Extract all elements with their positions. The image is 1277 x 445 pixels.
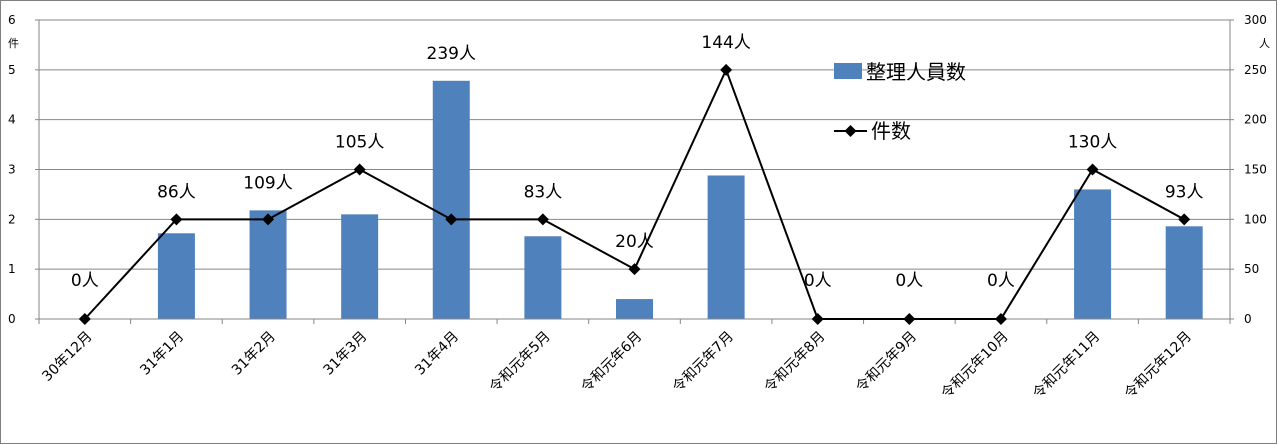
left-tick-label: 0 xyxy=(8,312,16,326)
category-label: 令和元年11月 xyxy=(1030,329,1103,402)
category-label: 令和元年5月 xyxy=(487,329,554,396)
data-label: 105人 xyxy=(335,133,384,153)
line-marker xyxy=(262,213,275,226)
data-labels: 0人 86人 109人 105人 239人 83人 20人 144人 0人 0人 0人 130人 93人 xyxy=(71,33,1204,291)
category-label: 令和元年6月 xyxy=(578,329,645,396)
category-label: 令和元年7月 xyxy=(670,329,737,396)
legend-swatch-bar xyxy=(834,63,862,79)
category-label: 令和元年12月 xyxy=(1122,329,1195,402)
data-label: 20人 xyxy=(615,232,654,252)
right-tick-label: 200 xyxy=(1244,113,1267,127)
category-label: 31年3月 xyxy=(320,329,370,379)
data-label: 86人 xyxy=(157,182,196,202)
data-label: 0人 xyxy=(987,271,1015,291)
category-label: 令和元年8月 xyxy=(761,329,828,396)
line-marker xyxy=(628,263,641,276)
bar-series xyxy=(157,80,1203,320)
legend: 整理人員数 件数 xyxy=(834,60,966,143)
line-marker xyxy=(536,213,549,226)
left-axis-unit: 件 xyxy=(8,37,19,50)
left-tick-label: 2 xyxy=(8,212,16,226)
data-label: 0人 xyxy=(804,271,832,291)
line-marker xyxy=(445,213,458,226)
bar xyxy=(616,299,653,319)
right-tick-label: 300 xyxy=(1244,13,1267,27)
line-marker xyxy=(903,313,916,325)
right-tick-label: 150 xyxy=(1244,163,1267,177)
bar xyxy=(341,214,379,319)
line-marker xyxy=(1086,163,1099,176)
line-marker xyxy=(811,313,824,325)
category-label: 31年2月 xyxy=(229,329,279,379)
data-label: 0人 xyxy=(71,271,99,291)
bar xyxy=(249,210,287,319)
bar xyxy=(157,233,195,319)
bar xyxy=(707,175,745,319)
bar xyxy=(432,80,470,320)
left-tick-label: 6 xyxy=(8,13,16,27)
right-tick-label: 250 xyxy=(1244,63,1267,77)
line-marker xyxy=(994,313,1007,325)
line-series xyxy=(78,63,1191,325)
tick-labels: 0 1 2 3 4 5 6 0 50 100 150 200 250 300 xyxy=(8,13,1267,326)
right-tick-label: 50 xyxy=(1244,262,1259,276)
right-tick-label: 100 xyxy=(1244,212,1267,226)
data-label: 0人 xyxy=(895,271,923,291)
line-marker xyxy=(1178,213,1191,226)
line-marker xyxy=(170,213,183,226)
data-label: 144人 xyxy=(701,33,750,53)
legend-label-line: 件数 xyxy=(871,119,911,143)
data-label: 109人 xyxy=(243,173,292,193)
right-tick-label: 0 xyxy=(1244,312,1252,326)
data-label: 239人 xyxy=(427,44,476,64)
category-label: 令和元年9月 xyxy=(853,329,920,396)
left-tick-label: 3 xyxy=(8,163,16,177)
left-tick-label: 1 xyxy=(8,262,16,276)
category-labels: 30年12月 31年1月 31年2月 31年3月 31年4月 令和元年5月 令和元年6月 令和… xyxy=(39,329,1195,402)
left-tick-label: 4 xyxy=(8,113,16,127)
data-label: 83人 xyxy=(524,182,563,202)
left-tick-label: 5 xyxy=(8,63,16,77)
line-marker xyxy=(78,313,91,325)
data-label: 130人 xyxy=(1068,133,1117,153)
category-label: 令和元年10月 xyxy=(938,329,1011,402)
legend-label-bar: 整理人員数 xyxy=(866,60,966,84)
bar xyxy=(1074,189,1112,319)
right-axis-unit: 人 xyxy=(1259,37,1270,50)
line-marker xyxy=(353,163,366,176)
category-label: 30年12月 xyxy=(39,329,95,385)
line-marker xyxy=(720,63,733,76)
category-label: 31年1月 xyxy=(137,329,187,379)
bar xyxy=(1165,226,1203,319)
category-label: 31年4月 xyxy=(412,329,462,379)
data-label: 93人 xyxy=(1165,182,1204,202)
bar xyxy=(524,236,562,319)
legend-swatch-marker xyxy=(844,125,857,137)
